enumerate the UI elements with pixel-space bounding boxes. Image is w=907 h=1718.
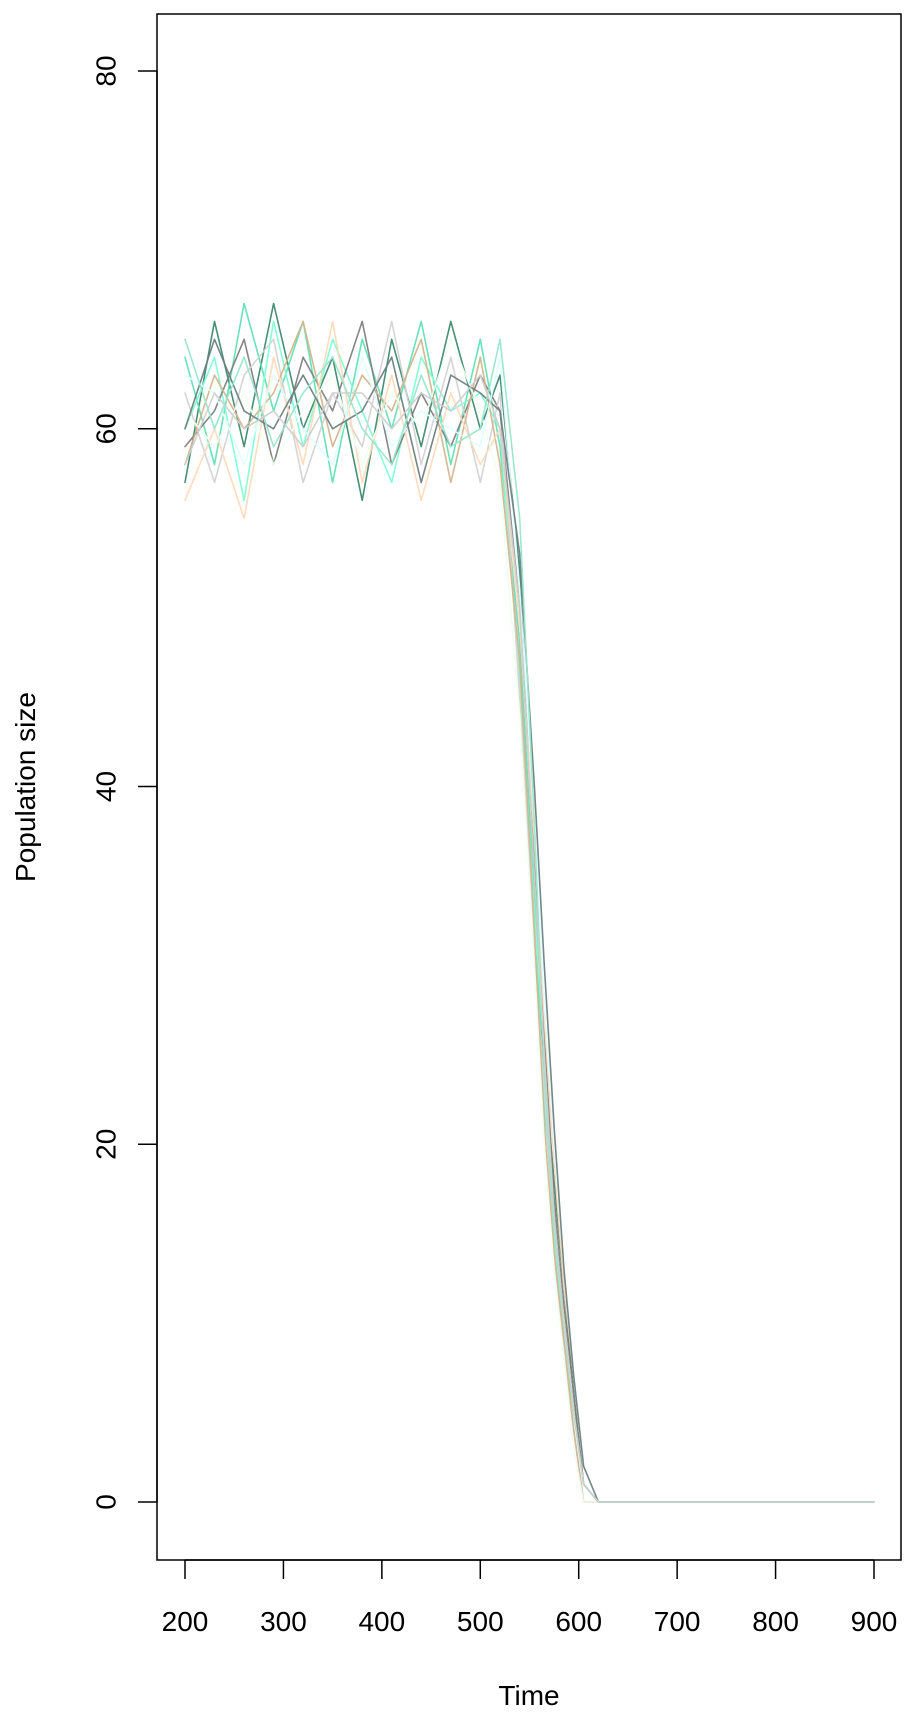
x-tick-label-300: 300 [260, 1606, 307, 1637]
x-tick-label-400: 400 [358, 1606, 405, 1637]
x-tick-label-700: 700 [654, 1606, 701, 1637]
series-line-6 [184, 320, 875, 1503]
series-line-8 [184, 338, 875, 1503]
x-tick-label-600: 600 [555, 1606, 602, 1637]
series-line-5 [184, 320, 875, 1503]
y-tick-label-40: 40 [90, 771, 121, 802]
series-line-11 [184, 338, 875, 1503]
series-line-3 [184, 320, 875, 1503]
x-tick-label-500: 500 [457, 1606, 504, 1637]
series-line-1 [184, 302, 875, 1503]
y-tick-label-60: 60 [90, 413, 121, 444]
series-line-2 [184, 302, 875, 1503]
x-tick-label-900: 900 [851, 1606, 898, 1637]
series-line-12 [184, 374, 875, 1503]
series-line-10 [184, 338, 875, 1503]
x-axis-label: Time [498, 1680, 559, 1711]
x-axis: 200 300 400 500 600 700 800 900 [162, 1559, 898, 1637]
y-tick-label-0: 0 [90, 1494, 121, 1510]
y-tick-label-20: 20 [90, 1129, 121, 1160]
y-axis-label: Population size [10, 692, 41, 882]
series-layer [184, 302, 875, 1503]
x-tick-label-800: 800 [752, 1606, 799, 1637]
y-axis: 0 20 40 60 80 [90, 55, 158, 1510]
x-tick-label-200: 200 [162, 1606, 209, 1637]
series-line-7 [184, 320, 875, 1503]
series-line-9 [184, 356, 875, 1503]
series-line-4 [184, 320, 875, 1503]
y-tick-label-80: 80 [90, 55, 121, 86]
